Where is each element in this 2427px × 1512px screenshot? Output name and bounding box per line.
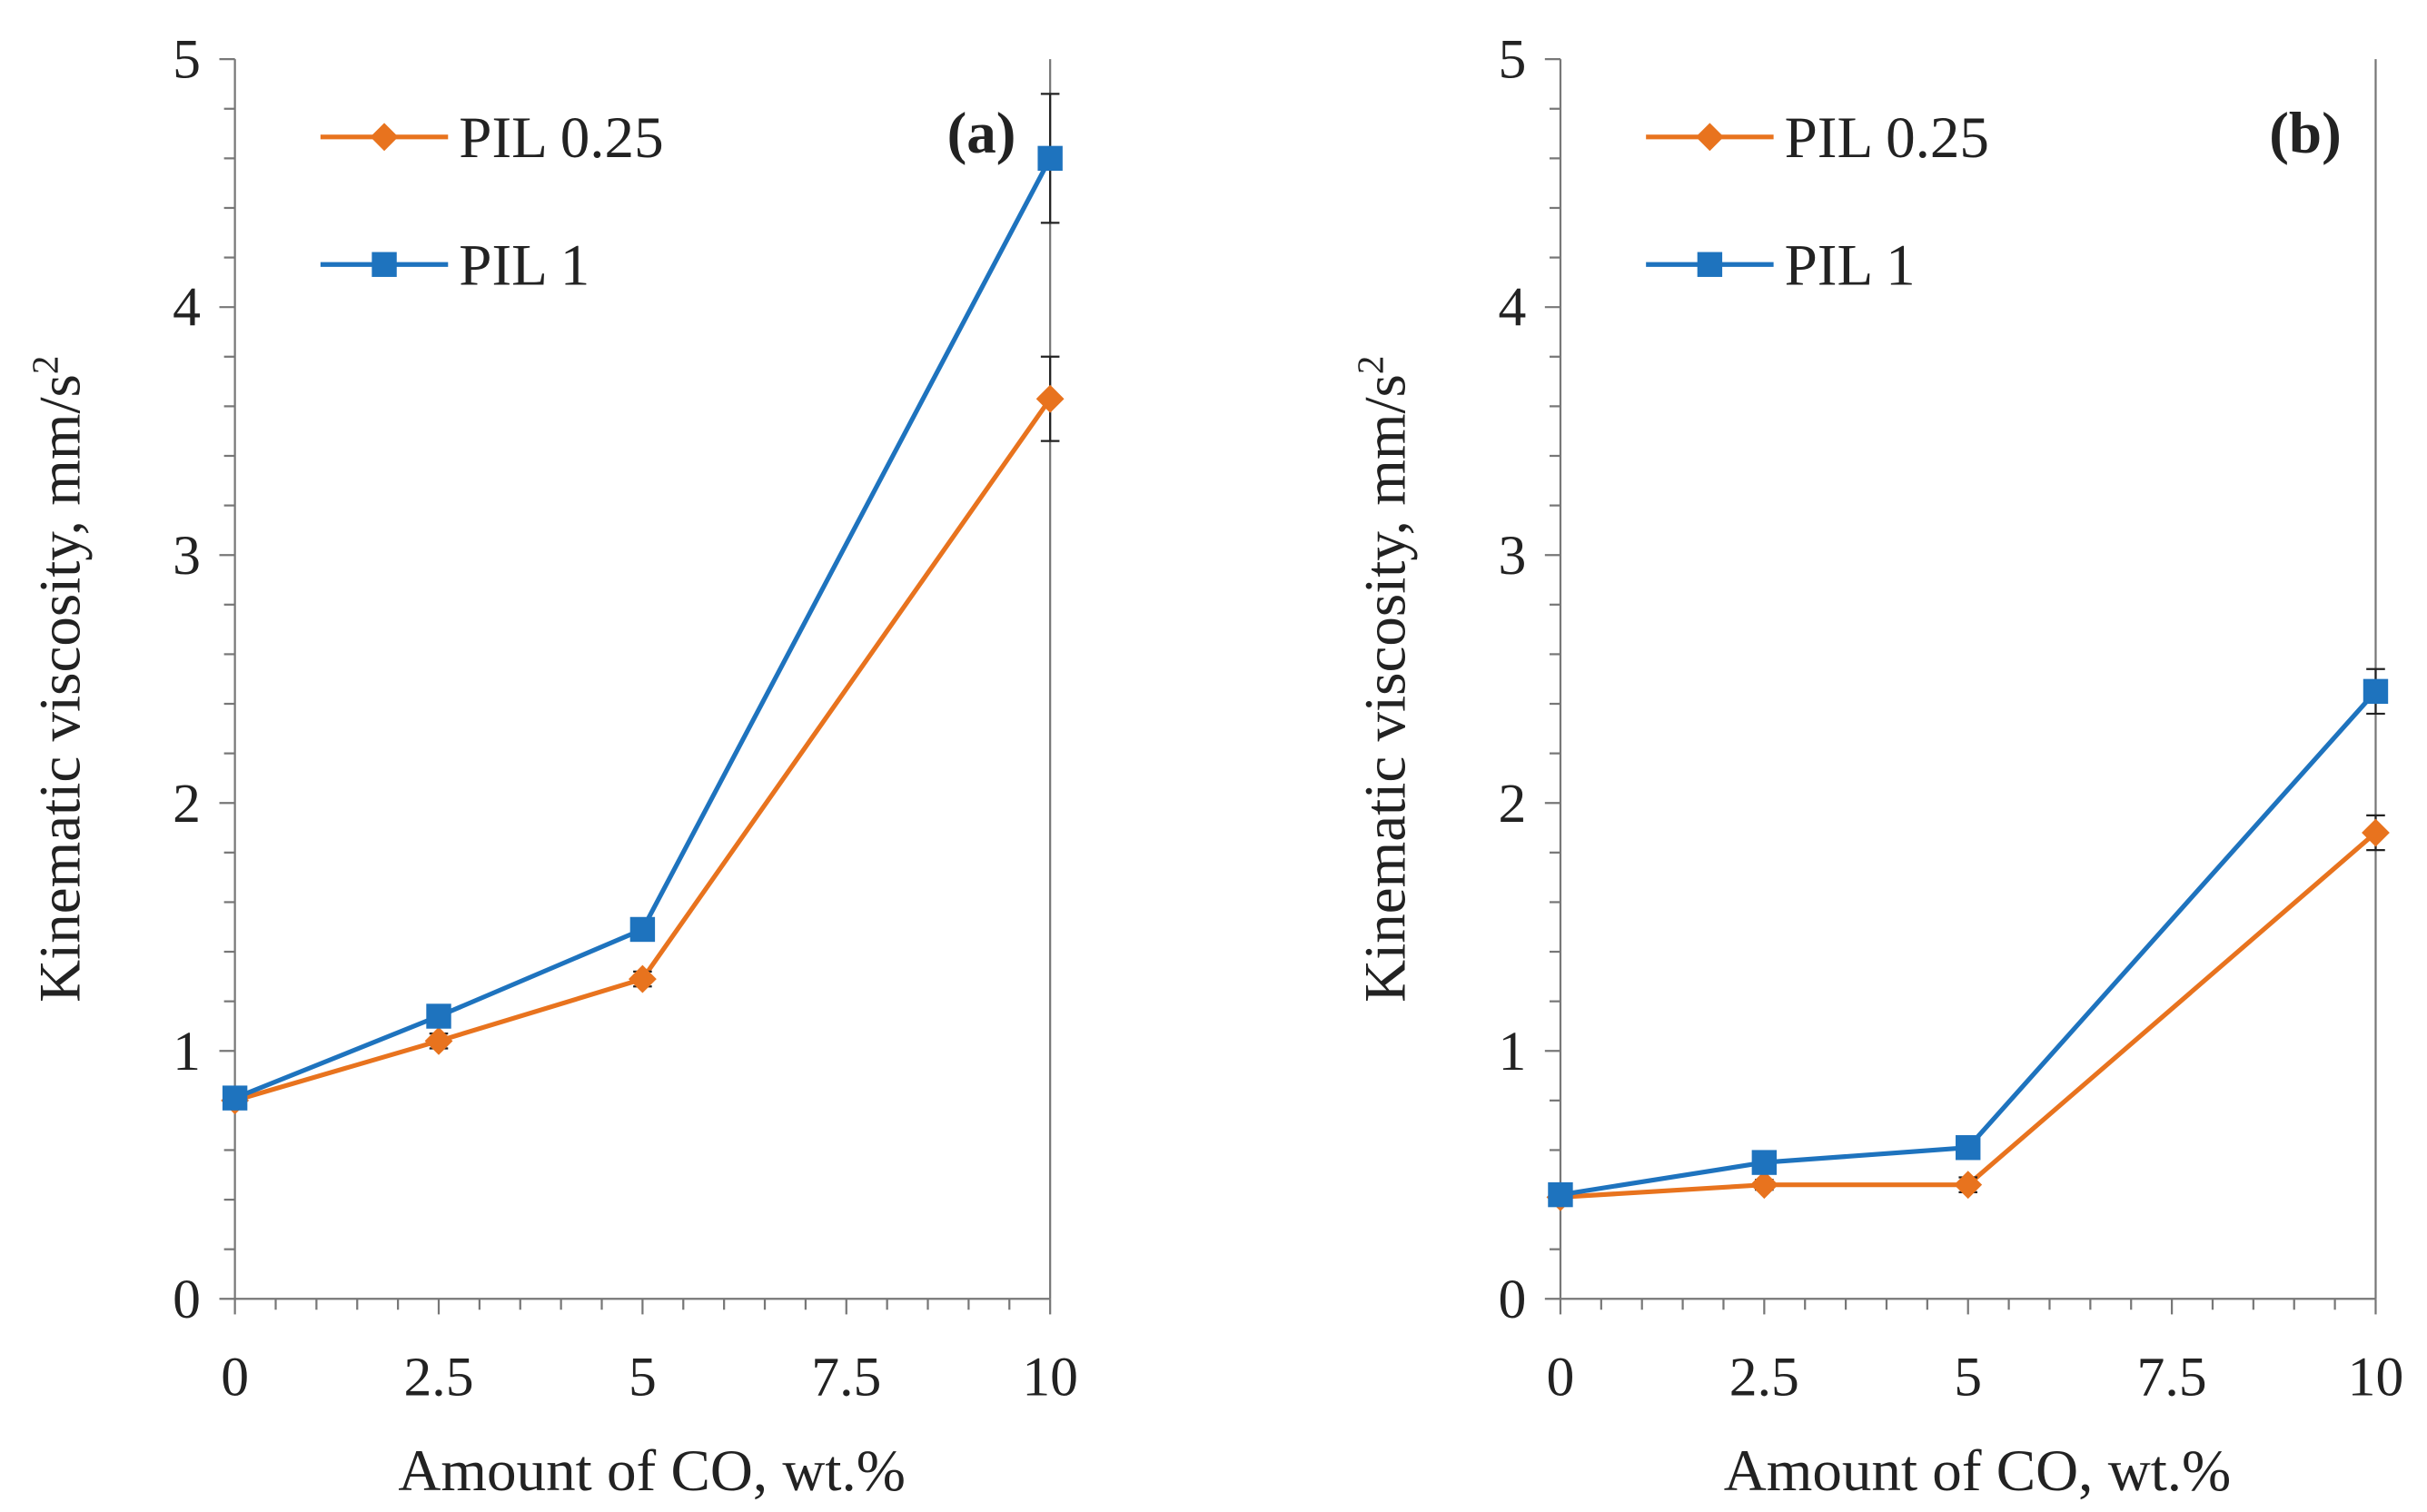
legend-label: PIL 0.25: [459, 105, 663, 171]
data-point-diamond: [1954, 1171, 1983, 1200]
data-point-square: [1751, 1150, 1778, 1175]
legend-item: PIL 1: [320, 233, 589, 299]
legend-diamond-marker: [370, 123, 399, 152]
data-point-diamond: [1035, 384, 1065, 413]
x-axis-label: Amount of CO, wt.%: [1724, 1438, 2232, 1504]
legend-label: PIL 1: [459, 233, 589, 299]
y-tick-label: 1: [173, 1021, 201, 1082]
data-point-diamond: [424, 1026, 453, 1055]
data-point-diamond: [1749, 1171, 1778, 1200]
series-line: [1560, 689, 2378, 1198]
data-point-square: [1956, 1135, 1981, 1161]
y-axis-label-text: Kinematic viscosity, mm/s: [27, 374, 93, 1003]
x-tick-label: 5: [629, 1346, 657, 1408]
legend-item: PIL 0.25: [320, 105, 664, 171]
y-tick-label: 2: [173, 773, 201, 835]
x-axis-label: Amount of CO, wt.%: [398, 1438, 906, 1504]
x-tick-label: 2.5: [403, 1346, 473, 1408]
y-axis-label: Kinematic viscosity, mm/s2: [24, 356, 93, 1003]
y-axis-label-text: Kinematic viscosity, mm/s: [1353, 374, 1419, 1003]
series-line: [233, 397, 1053, 1103]
data-point-square: [222, 1085, 248, 1111]
y-tick-label: 3: [173, 525, 201, 587]
data-point-square: [1037, 145, 1063, 172]
legend-item: PIL 1: [1646, 233, 1916, 299]
y-tick-label: 1: [1498, 1021, 1526, 1082]
legend-label: PIL 0.25: [1785, 105, 1989, 171]
x-tick-label: 10: [2348, 1346, 2404, 1408]
y-tick-label: 5: [1498, 29, 1526, 91]
x-tick-label: 7.5: [2137, 1346, 2207, 1408]
x-tick-label: 2.5: [1729, 1346, 1799, 1408]
panel-label: (a): [947, 101, 1016, 166]
x-tick-label: 0: [221, 1346, 249, 1408]
chart-panel-b: 0 1 2 3 4 5 0 2.5 5 7.5 10 Amount of CO, wt.% Kinema…: [1350, 29, 2404, 1504]
y-tick-label: 4: [1498, 277, 1526, 339]
data-point-diamond: [628, 964, 657, 993]
y-tick-label: 4: [173, 277, 201, 339]
legend-square-marker: [1697, 252, 1723, 277]
legend-label: PIL 1: [1785, 233, 1916, 299]
x-tick-label: 10: [1022, 1346, 1078, 1408]
y-tick-label: 2: [1498, 773, 1526, 835]
y-tick-label: 3: [1498, 525, 1526, 587]
chart-panel-a: 0 1 2 3 4 5 0 2.5 5 7.5 10 Amount of CO, wt.% Kinema…: [24, 29, 1078, 1504]
legend-diamond-marker: [1695, 123, 1724, 152]
legend-item: PIL 0.25: [1646, 105, 1989, 171]
data-point-square: [629, 916, 656, 943]
panel-label: (b): [2269, 101, 2342, 166]
data-point-diamond: [2362, 818, 2390, 847]
data-point-square: [426, 1003, 451, 1029]
y-tick-label: 0: [173, 1269, 201, 1330]
series-line: [233, 157, 1053, 1101]
data-point-square: [1548, 1181, 1573, 1208]
y-axis-label-superscript: 2: [1350, 356, 1392, 375]
series-pil-1: [222, 93, 1063, 1111]
series-line: [1560, 831, 2378, 1200]
x-tick-label: 5: [1954, 1346, 1982, 1408]
legend-square-marker: [371, 252, 397, 277]
y-axis-label-superscript: 2: [24, 356, 65, 375]
series-pil-0-25: [221, 355, 1065, 1115]
y-tick-label: 0: [1498, 1269, 1526, 1330]
x-tick-label: 0: [1547, 1346, 1575, 1408]
series-pil-1: [1548, 667, 2389, 1208]
y-axis-label: Kinematic viscosity, mm/s2: [1350, 356, 1419, 1003]
x-tick-label: 7.5: [811, 1346, 881, 1408]
y-tick-label: 5: [173, 29, 201, 91]
data-point-square: [2363, 678, 2389, 705]
